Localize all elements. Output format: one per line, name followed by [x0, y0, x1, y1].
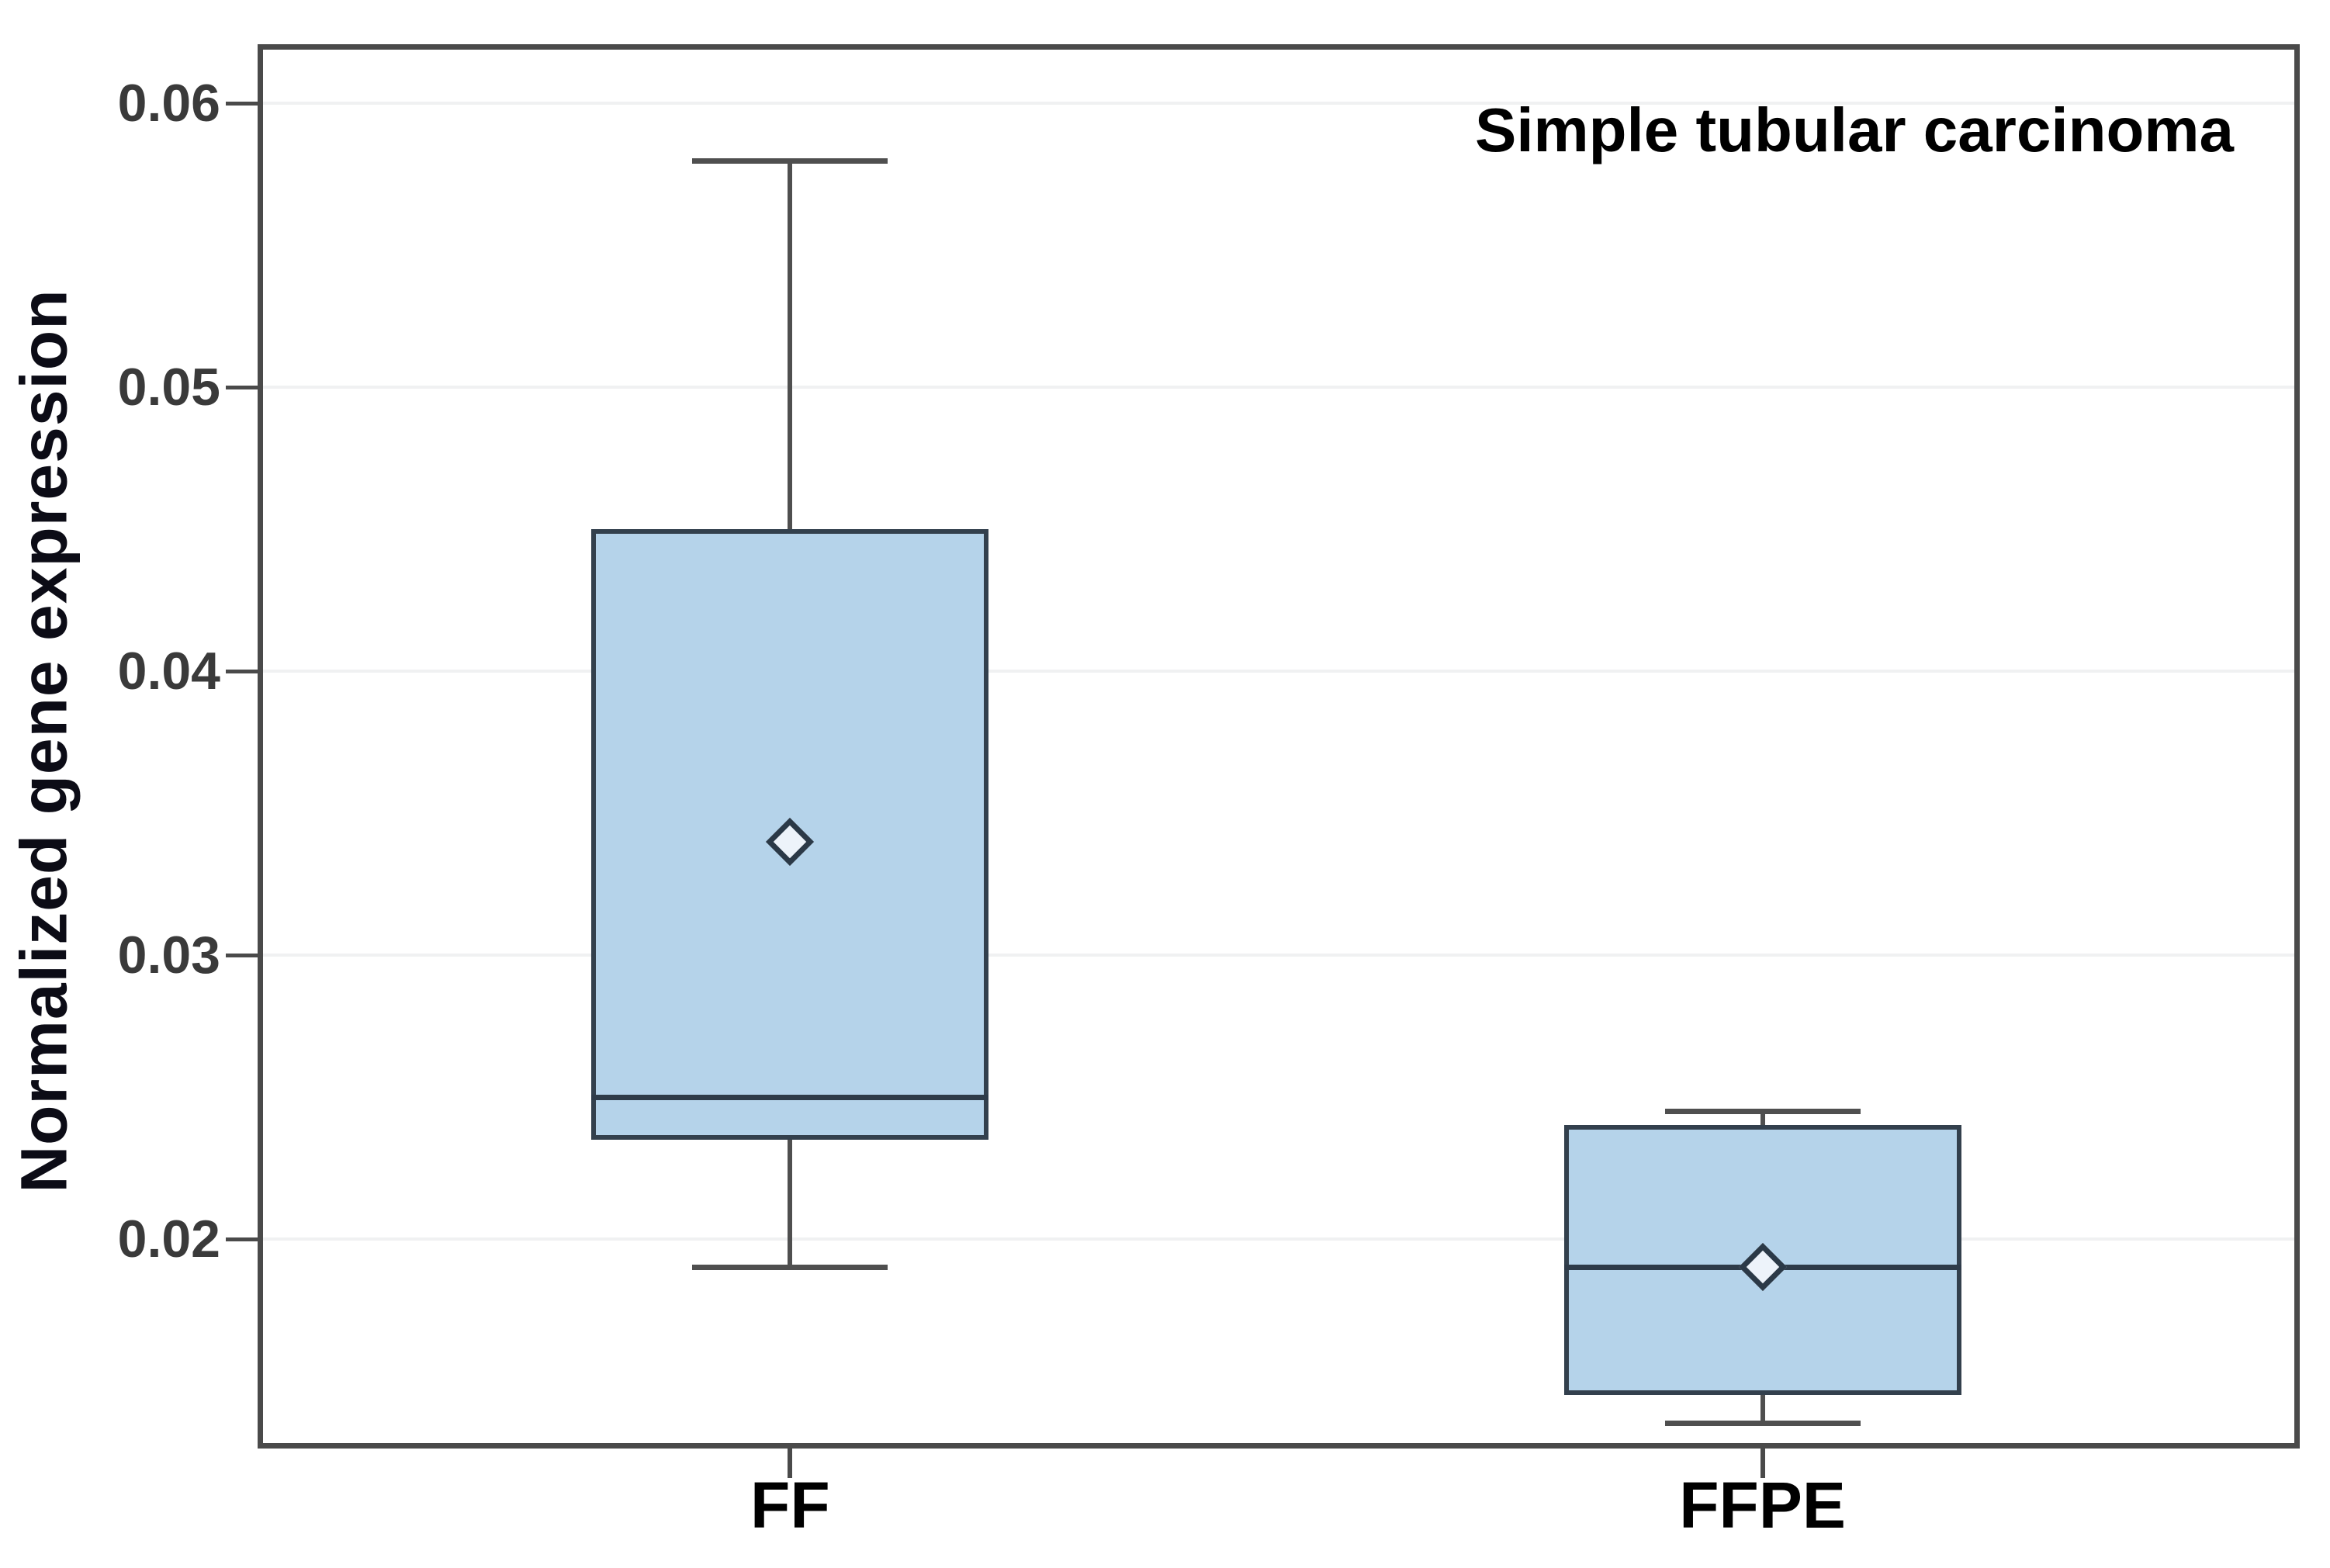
y-tick-label: 0.06 [117, 74, 220, 133]
gridline [263, 953, 2294, 957]
y-tick-mark [226, 386, 258, 390]
y-axis-title: Normalized gene expression [7, 289, 81, 1193]
median-line-ff [591, 1094, 989, 1100]
plot-area: Simple tubular carcinoma [258, 44, 2300, 1449]
upper-whisker-cap-ffpe [1664, 1109, 1861, 1115]
gridline [263, 1237, 2294, 1241]
y-tick-mark [226, 102, 258, 106]
x-tick-label-ffpe: FFPE [1679, 1469, 1846, 1542]
gridline [263, 102, 2294, 106]
lower-whisker-ffpe [1760, 1394, 1765, 1424]
gridline [263, 670, 2294, 673]
upper-whisker-ff [788, 160, 793, 530]
x-tick-mark-ffpe [1760, 1449, 1765, 1478]
y-tick-label: 0.02 [117, 1209, 220, 1269]
x-tick-mark-ff [788, 1449, 793, 1478]
y-tick-label: 0.05 [117, 358, 220, 417]
y-tick-label: 0.04 [117, 642, 220, 701]
gridline [263, 386, 2294, 389]
x-tick-label-ff: FF [750, 1469, 830, 1542]
lower-whisker-cap-ffpe [1664, 1421, 1861, 1427]
upper-whisker-ffpe [1760, 1111, 1765, 1126]
lower-whisker-cap-ff [692, 1265, 888, 1271]
upper-whisker-cap-ff [692, 157, 888, 164]
lower-whisker-ff [788, 1139, 793, 1268]
y-tick-mark [226, 670, 258, 674]
y-tick-mark [226, 1237, 258, 1241]
y-tick-label: 0.03 [117, 925, 220, 985]
chart-title: Simple tubular carcinoma [1474, 95, 2234, 164]
y-tick-mark [226, 953, 258, 957]
